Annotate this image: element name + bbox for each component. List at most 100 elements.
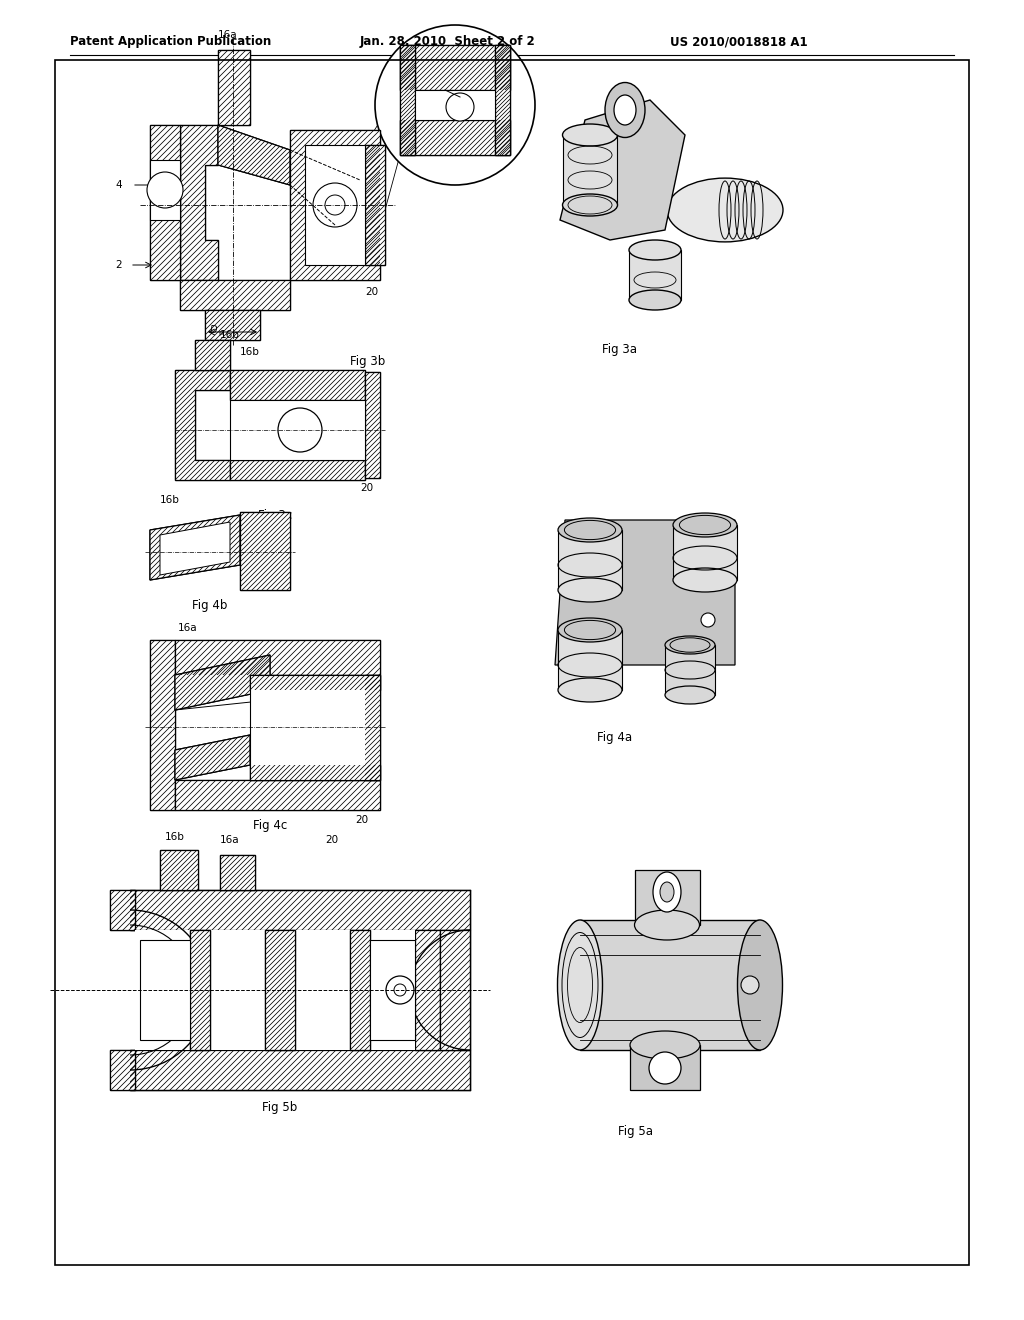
Polygon shape — [400, 120, 510, 154]
Bar — [370, 940, 415, 1040]
Ellipse shape — [558, 678, 622, 702]
Text: c: c — [469, 100, 473, 106]
Ellipse shape — [737, 920, 782, 1049]
Bar — [563, 135, 617, 205]
Ellipse shape — [660, 882, 674, 902]
Ellipse shape — [558, 517, 622, 543]
Bar — [150, 160, 180, 220]
Polygon shape — [175, 655, 270, 710]
Ellipse shape — [665, 636, 715, 653]
Circle shape — [278, 408, 322, 451]
Bar — [55, 59, 969, 1265]
Text: Fig 5b: Fig 5b — [262, 1101, 298, 1114]
Polygon shape — [230, 459, 365, 480]
Bar — [305, 145, 365, 265]
Circle shape — [147, 172, 183, 209]
Text: 20: 20 — [365, 286, 378, 297]
Ellipse shape — [665, 686, 715, 704]
Bar — [580, 920, 760, 1049]
Polygon shape — [495, 45, 510, 154]
Text: Patent Application Publication: Patent Application Publication — [70, 36, 271, 49]
Polygon shape — [175, 370, 230, 480]
Polygon shape — [175, 370, 230, 480]
Text: Fig 4a: Fig 4a — [597, 731, 633, 744]
Polygon shape — [250, 675, 380, 690]
Polygon shape — [180, 280, 290, 310]
Ellipse shape — [558, 578, 622, 602]
Text: Fig 4c: Fig 4c — [253, 818, 287, 832]
Polygon shape — [555, 520, 735, 665]
Circle shape — [649, 1052, 681, 1084]
Polygon shape — [250, 766, 380, 780]
Polygon shape — [218, 125, 290, 185]
Text: 16a: 16a — [220, 836, 240, 845]
Polygon shape — [400, 45, 415, 154]
Polygon shape — [130, 1049, 470, 1090]
Polygon shape — [400, 45, 510, 90]
Polygon shape — [175, 640, 380, 675]
Polygon shape — [265, 931, 295, 1049]
Polygon shape — [180, 125, 218, 280]
Polygon shape — [290, 129, 380, 280]
Polygon shape — [150, 640, 175, 810]
Ellipse shape — [614, 95, 636, 125]
Polygon shape — [415, 931, 440, 1049]
Bar — [230, 400, 365, 459]
Ellipse shape — [605, 82, 645, 137]
Text: d: d — [463, 95, 469, 106]
Ellipse shape — [629, 290, 681, 310]
Text: p: p — [218, 330, 222, 337]
Polygon shape — [230, 370, 365, 400]
Polygon shape — [130, 890, 470, 931]
Polygon shape — [110, 1049, 135, 1090]
Text: 20: 20 — [325, 836, 338, 845]
Polygon shape — [220, 855, 255, 890]
Polygon shape — [240, 512, 290, 590]
Polygon shape — [240, 512, 290, 590]
Polygon shape — [218, 50, 250, 125]
Text: US 2010/0018818 A1: US 2010/0018818 A1 — [670, 36, 808, 49]
Text: 16b: 16b — [240, 347, 260, 356]
Text: 16b: 16b — [165, 832, 185, 842]
Bar — [135, 931, 415, 1049]
Polygon shape — [175, 735, 250, 780]
Text: 16a: 16a — [218, 30, 238, 40]
Bar — [630, 1045, 700, 1090]
Text: Fig 5a: Fig 5a — [617, 1126, 652, 1138]
Polygon shape — [365, 675, 380, 780]
Polygon shape — [230, 459, 365, 480]
Polygon shape — [365, 675, 380, 780]
Ellipse shape — [673, 513, 737, 537]
Circle shape — [741, 975, 759, 994]
Text: 20: 20 — [360, 483, 373, 492]
Polygon shape — [150, 515, 240, 579]
Ellipse shape — [635, 909, 699, 940]
Text: 16a: 16a — [178, 623, 198, 634]
Text: 4: 4 — [115, 180, 122, 190]
Ellipse shape — [557, 920, 602, 1049]
Polygon shape — [150, 640, 175, 810]
Polygon shape — [160, 850, 198, 890]
Polygon shape — [160, 850, 198, 890]
Polygon shape — [218, 50, 250, 125]
Ellipse shape — [562, 194, 617, 216]
Circle shape — [701, 612, 715, 627]
Circle shape — [446, 92, 474, 121]
Polygon shape — [365, 145, 385, 265]
Polygon shape — [400, 120, 510, 154]
Polygon shape — [365, 372, 380, 478]
Polygon shape — [205, 310, 260, 341]
Text: Fig 3b: Fig 3b — [350, 355, 385, 368]
Polygon shape — [205, 310, 260, 341]
Polygon shape — [180, 280, 290, 310]
Ellipse shape — [629, 240, 681, 260]
Circle shape — [375, 25, 535, 185]
Polygon shape — [175, 780, 380, 810]
Circle shape — [325, 195, 345, 215]
Polygon shape — [130, 890, 470, 931]
Bar — [415, 90, 495, 120]
Polygon shape — [365, 372, 380, 478]
Ellipse shape — [667, 178, 783, 242]
Bar — [673, 525, 737, 579]
Polygon shape — [175, 735, 250, 780]
